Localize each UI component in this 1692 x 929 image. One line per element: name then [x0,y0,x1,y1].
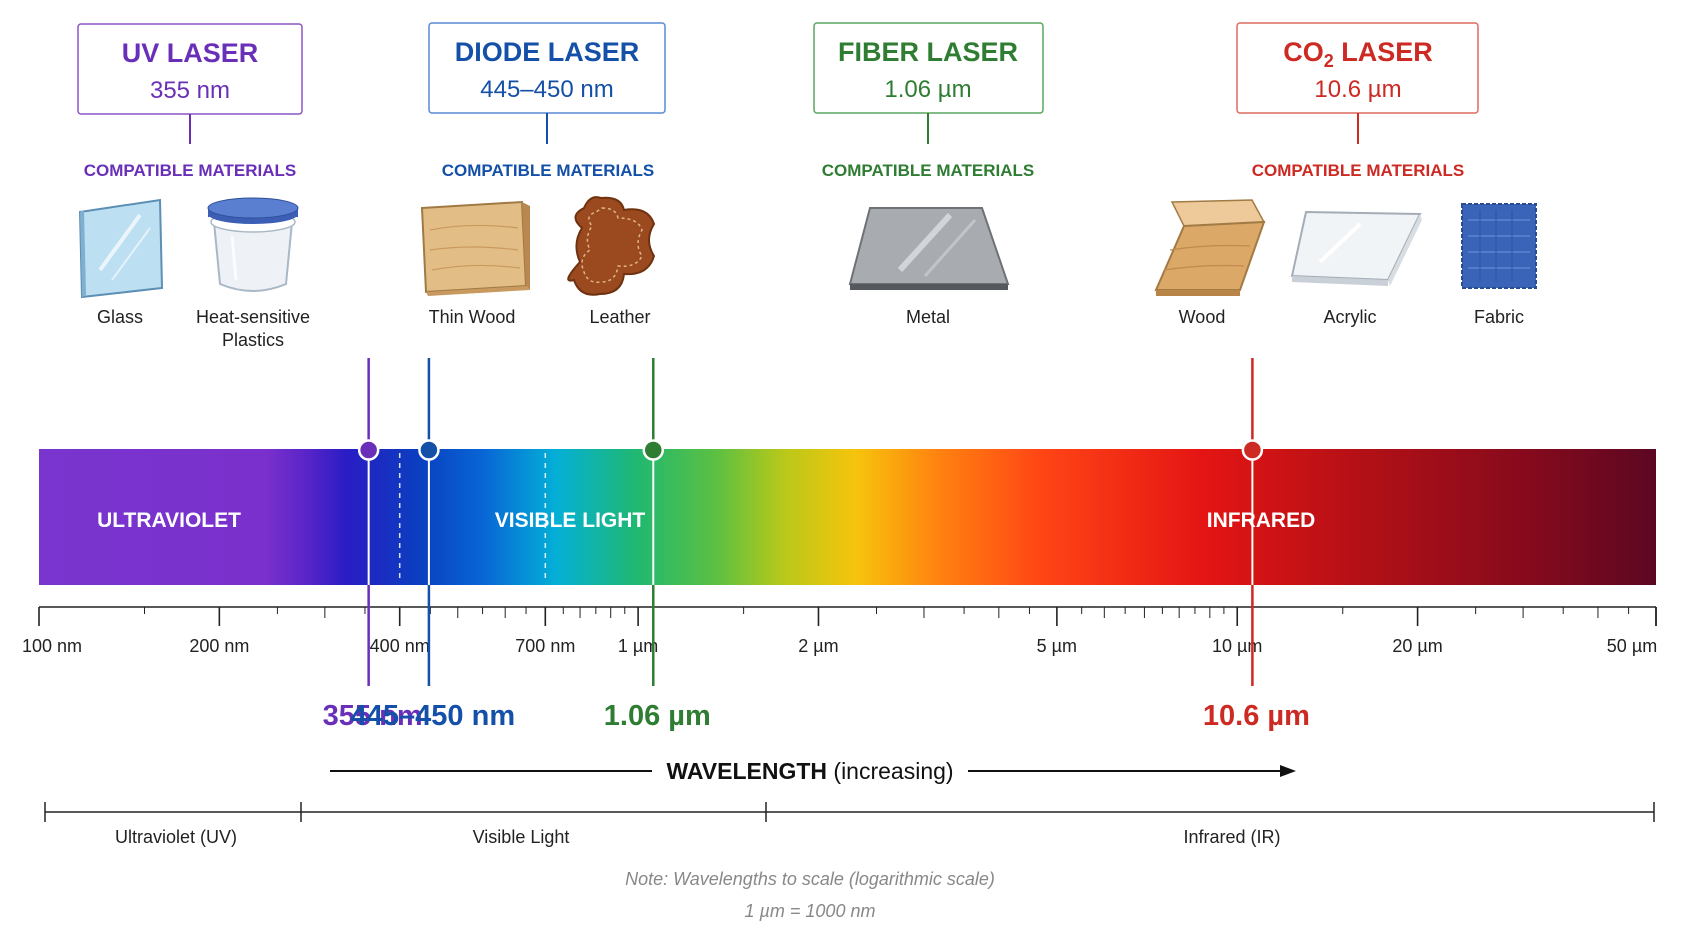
material-label-leather: Leather [589,307,650,327]
laser-marker-uv: 355 nm [323,358,423,732]
laser-title-co2: CO2 LASER [1283,37,1433,71]
axis-tick-label: 20 µm [1392,636,1442,656]
wavelength-arrowhead [1280,765,1296,777]
note-conversion: 1 µm = 1000 nm [745,901,876,921]
material-label-plastics-line2: Plastics [222,330,284,350]
laser-wavelength-uv: 355 nm [150,77,230,104]
axis-tick-label: 5 µm [1037,636,1077,656]
plastic-container-icon [207,197,299,292]
wood-block-icon [1154,199,1266,296]
axis-tick-labels: 100 nm 200 nm 400 nm 700 nm 1 µm 2 µm 5 µm 10 µ… [22,636,1657,656]
laser-wavelength-fiber: 1.06 µm [884,76,971,103]
laser-marker-co2: 10.6 µm [1203,358,1310,732]
laser-card-co2: CO2 LASER 10.6 µm COMPATIBLE MATERIALS [1236,22,1479,180]
axis-tick-label: 700 nm [515,636,575,656]
material-label-glass: Glass [97,307,143,327]
axis-tick-label: 50 µm [1607,636,1657,656]
materials-heading-fiber: COMPATIBLE MATERIALS [822,161,1034,180]
region-label-ir: Infrared (IR) [1183,827,1280,847]
marker-dot [1241,439,1264,461]
axis-tick-label: 2 µm [798,636,838,656]
band-label-ultraviolet: ULTRAVIOLET [97,509,241,532]
leather-hide-icon [567,196,656,296]
laser-wavelength-co2: 10.6 µm [1314,76,1401,103]
marker-dot [357,439,380,461]
thin-wood-icon [420,200,530,296]
material-label-metal: Metal [906,307,950,327]
laser-card-fiber: FIBER LASER 1.06 µm COMPATIBLE MATERIALS [813,22,1044,180]
axis-tick-label: 400 nm [370,636,430,656]
materials-heading-co2: COMPATIBLE MATERIALS [1252,161,1464,180]
material-label-acrylic: Acrylic [1324,307,1377,327]
axis-ticks [38,607,1657,626]
laser-card-diode: DIODE LASER 445–450 nm COMPATIBLE MATERI… [428,22,666,180]
axis-tick-label: 1 µm [618,636,658,656]
region-label-visible: Visible Light [473,827,570,847]
acrylic-sheet-icon [1290,210,1422,286]
metal-sheet-icon [848,207,1010,290]
laser-title-fiber: FIBER LASER [838,37,1018,67]
region-label-uv: Ultraviolet (UV) [115,827,237,847]
note-scale: Note: Wavelengths to scale (logarithmic … [625,869,995,889]
axis-tick-label: 200 nm [189,636,249,656]
laser-wavelength-diode: 445–450 nm [480,76,613,103]
material-label-fabric: Fabric [1474,307,1524,327]
marker-wavelength-label: 445–450 nm [351,700,515,732]
laser-marker-fiber: 1.06 µm [604,358,711,732]
axis-tick-label: 100 nm [22,636,82,656]
laser-card-uv: UV LASER 355 nm COMPATIBLE MATERIALS [77,23,303,180]
fabric-swatch-icon [1461,203,1537,289]
material-label-thin-wood: Thin Wood [429,307,516,327]
laser-marker-diode: 445–450 nm [351,358,515,732]
material-label-wood: Wood [1179,307,1226,327]
band-label-visible: VISIBLE LIGHT [495,509,646,532]
band-label-infrared: INFRARED [1207,509,1316,532]
marker-wavelength-label: 10.6 µm [1203,700,1310,732]
marker-dot [642,439,665,461]
laser-title-uv: UV LASER [122,38,259,68]
spectrum-band [39,449,1656,585]
marker-wavelength-label: 355 nm [323,700,423,732]
materials-heading-uv: COMPATIBLE MATERIALS [84,161,296,180]
glass-pane-icon [78,198,164,299]
laser-title-diode: DIODE LASER [455,37,640,67]
marker-dot [418,439,440,461]
marker-wavelength-label: 1.06 µm [604,700,711,732]
axis-tick-label: 10 µm [1212,636,1262,656]
wavelength-arrow-title: WAVELENGTH (increasing) [666,758,953,784]
material-label-plastics-line1: Heat-sensitive [196,307,310,327]
materials-heading-diode: COMPATIBLE MATERIALS [442,161,654,180]
